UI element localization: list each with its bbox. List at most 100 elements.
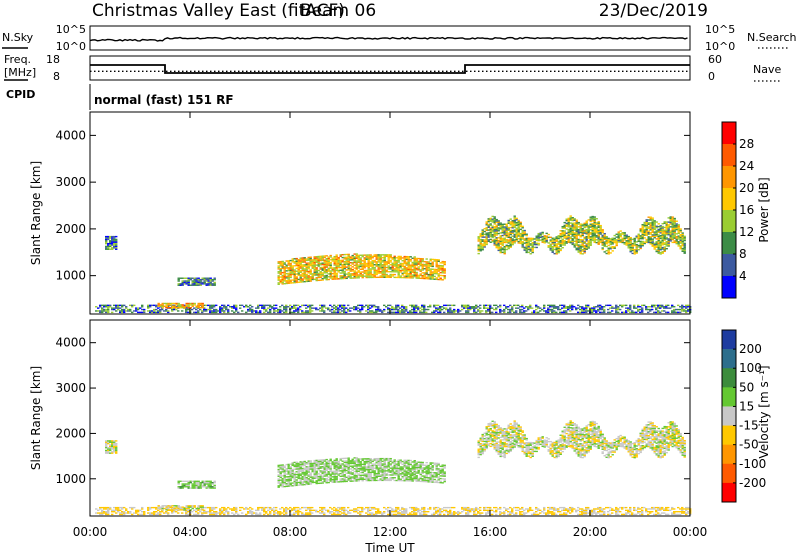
echo-cell [319,304,322,307]
echo-cell [317,261,320,263]
echo-cell [309,306,312,308]
echo-cell [337,308,340,311]
echo-cell [295,511,298,513]
echo-cell [615,243,618,245]
echo-cell [277,512,280,514]
echo-cell [507,308,510,311]
echo-cell [353,274,356,276]
echo-cell [593,238,596,241]
echo-cell [499,513,502,516]
echo-cell [295,308,298,311]
echo-cell [571,307,574,309]
echo-cell [301,279,304,282]
echo-cell [593,226,596,228]
echo-cell [141,511,144,513]
echo-cell [671,216,674,218]
echo-cell [375,306,378,308]
echo-cell [111,311,114,314]
echo-cell [509,231,512,233]
echo-cell [665,508,668,510]
echo-cell [173,306,176,309]
echo-cell [153,311,156,314]
echo-cell [277,478,280,480]
echo-cell [363,272,366,275]
echo-cell [535,508,538,510]
echo-cell [109,440,112,442]
echo-cell [195,484,198,487]
echo-cell [165,302,168,305]
echo-cell [441,267,444,270]
echo-cell [597,512,600,514]
echo-cell [231,508,234,510]
echo-cell [315,511,318,513]
echo-cell [635,307,638,309]
echo-cell [317,264,320,266]
echo-cell [285,277,288,279]
echo-cell [173,305,176,307]
echo-cell [157,304,160,306]
echo-cell [321,304,324,307]
echo-cell [413,310,416,312]
echo-cell [403,258,406,261]
echo-cell [115,247,118,249]
echo-cell [555,253,558,255]
echo-cell [337,513,340,516]
echo-cell [165,512,168,514]
echo-cell [383,269,386,271]
echo-cell [279,482,282,484]
echo-cell [101,311,104,314]
echo-cell [309,280,312,282]
echo-cell [299,257,302,259]
echo-cell [581,310,584,312]
echo-cell [657,304,660,307]
echo-cell [601,513,604,516]
echo-cell [655,241,658,243]
echo-cell [365,265,368,267]
echo-cell [411,274,414,276]
echo-cell [511,242,514,244]
echo-cell [165,506,168,508]
echo-cell [103,508,106,510]
echo-cell [179,283,182,285]
echo-cell [279,467,282,469]
echo-cell [485,238,488,240]
echo-cell [521,306,524,308]
echo-cell [609,239,612,242]
echo-cell [573,225,576,227]
echo-cell [541,237,544,239]
echo-cell [503,513,506,516]
echo-cell [429,275,432,277]
echo-cell [397,264,400,266]
echo-cell [211,304,214,307]
echo-cell [433,260,436,262]
echo-cell [133,310,136,312]
echo-cell [531,241,534,244]
echo-cell [115,509,118,512]
nave-label: Nave [753,63,781,76]
echo-cell [521,229,524,232]
echo-cell [291,270,294,273]
echo-cell [109,452,112,454]
echo-cell [601,308,604,311]
echo-cell [565,310,568,312]
echo-cell [577,230,580,232]
echo-cell [225,306,228,308]
echo-cell [509,311,512,314]
echo-cell [315,279,318,282]
echo-cell [159,512,162,514]
echo-cell [647,513,650,516]
echo-cell [431,265,434,268]
echo-cell [541,308,544,311]
echo-cell [487,506,490,509]
echo-cell [509,506,512,509]
echo-cell [345,260,348,263]
echo-cell [675,308,678,311]
echo-cell [425,272,428,274]
echo-cell [319,268,322,270]
echo-cell [281,281,284,284]
echo-cell [645,231,648,234]
echo-cell [569,229,572,231]
echo-cell [95,306,98,308]
echo-cell [163,507,166,510]
echo-cell [585,311,588,314]
